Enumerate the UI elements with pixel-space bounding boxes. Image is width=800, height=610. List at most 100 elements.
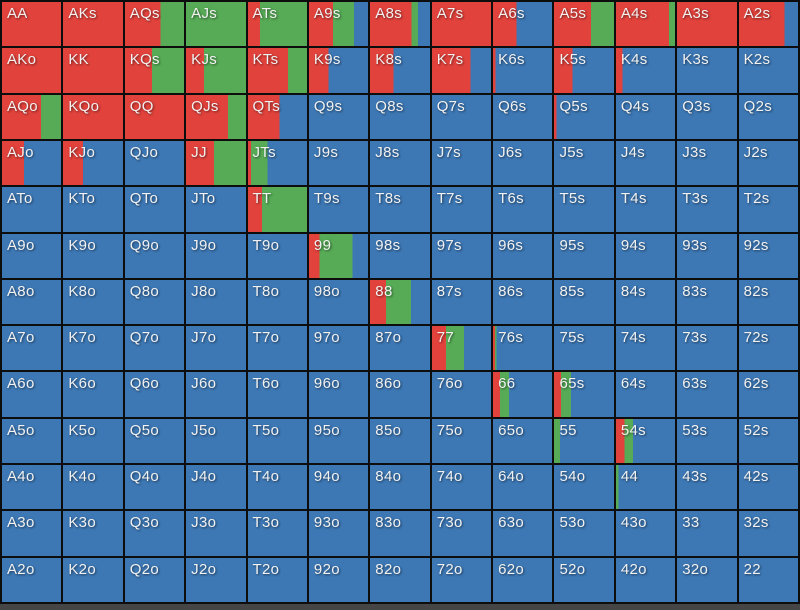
hand-cell-KJs[interactable]: KJs	[186, 48, 246, 93]
hand-cell-T6o[interactable]: T6o	[247, 372, 307, 417]
hand-cell-Q6o[interactable]: Q6o	[124, 372, 185, 417]
hand-cell-AJs[interactable]: AJs	[186, 2, 246, 47]
hand-cell-Q7o[interactable]: Q7o	[124, 326, 185, 371]
hand-cell-QQ[interactable]: QQ	[124, 94, 185, 139]
hand-cell-J6o[interactable]: J6o	[186, 372, 246, 417]
hand-cell-J2o[interactable]: J2o	[186, 557, 246, 602]
hand-cell-KTo[interactable]: KTo	[63, 187, 123, 232]
hand-cell-K7s[interactable]: K7s	[431, 48, 492, 93]
hand-cell-83s[interactable]: 83s	[677, 279, 737, 325]
hand-cell-97o[interactable]: 97o	[308, 326, 369, 371]
hand-cell-97s[interactable]: 97s	[431, 233, 492, 278]
hand-cell-42o[interactable]: 42o	[615, 557, 676, 602]
hand-cell-QJs[interactable]: QJs	[186, 94, 246, 139]
hand-cell-AA[interactable]: AA	[2, 2, 62, 47]
hand-cell-J7o[interactable]: J7o	[186, 326, 246, 371]
hand-cell-TT[interactable]: TT	[247, 187, 307, 232]
hand-cell-J6s[interactable]: J6s	[493, 140, 553, 186]
hand-cell-K4o[interactable]: K4o	[63, 465, 123, 510]
hand-cell-T8o[interactable]: T8o	[247, 279, 307, 325]
hand-cell-J4s[interactable]: J4s	[615, 140, 676, 186]
hand-cell-T8s[interactable]: T8s	[370, 187, 430, 232]
hand-cell-T7s[interactable]: T7s	[431, 187, 492, 232]
hand-cell-JTo[interactable]: JTo	[186, 187, 246, 232]
hand-cell-44[interactable]: 44	[615, 465, 676, 510]
hand-cell-75s[interactable]: 75s	[554, 326, 614, 371]
hand-cell-64o[interactable]: 64o	[493, 465, 553, 510]
hand-cell-ATs[interactable]: ATs	[247, 2, 307, 47]
hand-cell-J9s[interactable]: J9s	[308, 140, 369, 186]
hand-cell-A2o[interactable]: A2o	[2, 557, 62, 602]
hand-cell-Q2o[interactable]: Q2o	[124, 557, 185, 602]
hand-cell-77[interactable]: 77	[431, 326, 492, 371]
hand-cell-82o[interactable]: 82o	[370, 557, 430, 602]
hand-cell-A4s[interactable]: A4s	[615, 2, 676, 47]
hand-cell-T4o[interactable]: T4o	[247, 465, 307, 510]
hand-cell-63s[interactable]: 63s	[677, 372, 737, 417]
hand-cell-62o[interactable]: 62o	[493, 557, 553, 602]
hand-cell-KJo[interactable]: KJo	[63, 140, 123, 186]
hand-cell-85s[interactable]: 85s	[554, 279, 614, 325]
hand-cell-53s[interactable]: 53s	[677, 418, 737, 464]
hand-cell-A6o[interactable]: A6o	[2, 372, 62, 417]
hand-cell-J8s[interactable]: J8s	[370, 140, 430, 186]
hand-cell-84o[interactable]: 84o	[370, 465, 430, 510]
hand-cell-75o[interactable]: 75o	[431, 418, 492, 464]
hand-cell-63o[interactable]: 63o	[493, 511, 553, 556]
hand-cell-A5s[interactable]: A5s	[554, 2, 614, 47]
hand-cell-53o[interactable]: 53o	[554, 511, 614, 556]
hand-cell-AKs[interactable]: AKs	[63, 2, 123, 47]
hand-cell-K2s[interactable]: K2s	[738, 48, 798, 93]
hand-cell-T7o[interactable]: T7o	[247, 326, 307, 371]
hand-cell-93o[interactable]: 93o	[308, 511, 369, 556]
hand-cell-Q2s[interactable]: Q2s	[738, 94, 798, 139]
hand-cell-T9o[interactable]: T9o	[247, 233, 307, 278]
hand-cell-98o[interactable]: 98o	[308, 279, 369, 325]
hand-cell-Q8s[interactable]: Q8s	[370, 94, 430, 139]
hand-cell-J2s[interactable]: J2s	[738, 140, 798, 186]
hand-cell-J3o[interactable]: J3o	[186, 511, 246, 556]
hand-cell-Q3o[interactable]: Q3o	[124, 511, 185, 556]
hand-cell-A6s[interactable]: A6s	[493, 2, 553, 47]
hand-cell-K9o[interactable]: K9o	[63, 233, 123, 278]
hand-cell-K5o[interactable]: K5o	[63, 418, 123, 464]
hand-cell-KQo[interactable]: KQo	[63, 94, 123, 139]
hand-cell-KK[interactable]: KK	[63, 48, 123, 93]
hand-cell-T5o[interactable]: T5o	[247, 418, 307, 464]
hand-cell-Q7s[interactable]: Q7s	[431, 94, 492, 139]
hand-cell-94o[interactable]: 94o	[308, 465, 369, 510]
hand-cell-Q8o[interactable]: Q8o	[124, 279, 185, 325]
hand-cell-98s[interactable]: 98s	[370, 233, 430, 278]
hand-cell-54o[interactable]: 54o	[554, 465, 614, 510]
hand-cell-42s[interactable]: 42s	[738, 465, 798, 510]
hand-cell-32o[interactable]: 32o	[677, 557, 737, 602]
hand-cell-94s[interactable]: 94s	[615, 233, 676, 278]
hand-cell-93s[interactable]: 93s	[677, 233, 737, 278]
hand-cell-A9s[interactable]: A9s	[308, 2, 369, 47]
hand-cell-87s[interactable]: 87s	[431, 279, 492, 325]
hand-cell-K7o[interactable]: K7o	[63, 326, 123, 371]
hand-cell-22[interactable]: 22	[738, 557, 798, 602]
hand-cell-K3s[interactable]: K3s	[677, 48, 737, 93]
hand-cell-52o[interactable]: 52o	[554, 557, 614, 602]
hand-cell-K6o[interactable]: K6o	[63, 372, 123, 417]
hand-cell-76o[interactable]: 76o	[431, 372, 492, 417]
hand-cell-A2s[interactable]: A2s	[738, 2, 798, 47]
hand-cell-A9o[interactable]: A9o	[2, 233, 62, 278]
hand-cell-T9s[interactable]: T9s	[308, 187, 369, 232]
hand-cell-73s[interactable]: 73s	[677, 326, 737, 371]
hand-cell-J3s[interactable]: J3s	[677, 140, 737, 186]
hand-cell-K8o[interactable]: K8o	[63, 279, 123, 325]
hand-cell-62s[interactable]: 62s	[738, 372, 798, 417]
hand-cell-K9s[interactable]: K9s	[308, 48, 369, 93]
hand-cell-K3o[interactable]: K3o	[63, 511, 123, 556]
hand-cell-J7s[interactable]: J7s	[431, 140, 492, 186]
hand-cell-84s[interactable]: 84s	[615, 279, 676, 325]
hand-cell-AQo[interactable]: AQo	[2, 94, 62, 139]
hand-cell-K2o[interactable]: K2o	[63, 557, 123, 602]
hand-cell-72s[interactable]: 72s	[738, 326, 798, 371]
hand-cell-KQs[interactable]: KQs	[124, 48, 185, 93]
hand-cell-83o[interactable]: 83o	[370, 511, 430, 556]
hand-cell-92o[interactable]: 92o	[308, 557, 369, 602]
hand-cell-ATo[interactable]: ATo	[2, 187, 62, 232]
